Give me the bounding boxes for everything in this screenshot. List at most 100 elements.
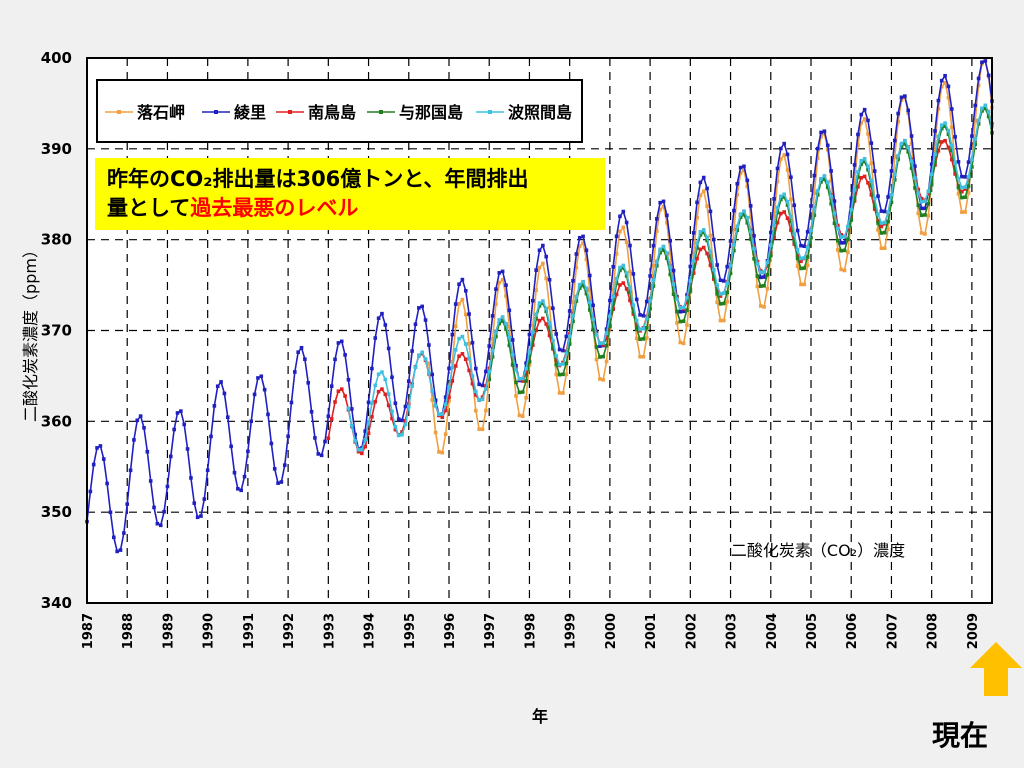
- data-point: [980, 60, 984, 64]
- callout-highlight: 過去最悪のレベル: [190, 196, 359, 220]
- data-point: [497, 318, 502, 322]
- data-point: [417, 306, 421, 310]
- data-point: [480, 383, 485, 388]
- data-point: [718, 294, 723, 298]
- data-point: [386, 346, 391, 351]
- x-tick-label: 1989: [161, 613, 176, 649]
- data-point: [551, 306, 555, 311]
- data-point: [718, 302, 723, 306]
- data-point: [738, 215, 743, 220]
- data-point: [423, 318, 428, 322]
- data-point: [373, 383, 378, 388]
- data-point: [685, 323, 689, 327]
- data-point: [852, 178, 857, 183]
- data-point: [896, 153, 900, 158]
- data-point: [544, 276, 549, 281]
- data-point: [836, 226, 840, 231]
- x-tick-label: 2001: [644, 613, 659, 649]
- data-point: [500, 277, 505, 282]
- x-tick-label: 1994: [363, 613, 378, 649]
- data-point: [725, 281, 730, 285]
- data-point: [376, 316, 381, 320]
- data-point: [899, 141, 904, 146]
- x-tick-label: 1999: [564, 613, 579, 649]
- data-point: [463, 342, 468, 346]
- data-point: [785, 168, 790, 172]
- data-point: [668, 265, 673, 269]
- data-point: [484, 408, 488, 413]
- data-point: [460, 334, 465, 339]
- data-point: [514, 380, 518, 385]
- data-point: [929, 172, 934, 177]
- data-point: [463, 288, 468, 293]
- data-point: [624, 240, 629, 245]
- data-point: [775, 179, 780, 184]
- data-point: [812, 207, 817, 212]
- data-point: [504, 321, 508, 326]
- data-point: [933, 129, 937, 133]
- data-point: [587, 273, 592, 278]
- data-point: [457, 354, 461, 358]
- data-point: [678, 306, 683, 310]
- data-point: [460, 352, 465, 356]
- data-point: [879, 246, 884, 251]
- data-point: [410, 349, 414, 353]
- data-point: [742, 164, 746, 169]
- data-point: [976, 118, 981, 123]
- data-point: [212, 404, 217, 408]
- data-point: [601, 354, 605, 359]
- data-point: [735, 181, 740, 186]
- data-point: [919, 206, 924, 211]
- data-point: [360, 451, 364, 456]
- data-point: [671, 282, 676, 286]
- data-point: [222, 391, 227, 396]
- data-point: [872, 169, 877, 173]
- data-point: [983, 59, 988, 63]
- data-point: [762, 270, 766, 274]
- data-point: [373, 336, 378, 340]
- data-point: [695, 215, 699, 220]
- data-point: [447, 395, 451, 400]
- data-point: [443, 395, 448, 399]
- data-point: [735, 224, 740, 229]
- legend-marker: [379, 110, 383, 114]
- data-point: [530, 337, 535, 341]
- data-point: [490, 336, 495, 341]
- data-point: [463, 357, 468, 362]
- data-point: [732, 227, 736, 232]
- data-point: [299, 345, 304, 350]
- data-point: [735, 192, 740, 197]
- data-point: [494, 287, 498, 291]
- data-point: [966, 160, 971, 164]
- data-point: [621, 266, 626, 270]
- data-point: [849, 207, 854, 212]
- data-point: [544, 306, 549, 311]
- data-point: [427, 343, 431, 347]
- data-point: [772, 231, 776, 235]
- data-point: [601, 378, 605, 382]
- data-point: [490, 314, 495, 318]
- data-point: [742, 209, 746, 213]
- data-point: [386, 392, 391, 396]
- data-point: [722, 279, 726, 283]
- y-tick-label: 390: [41, 140, 72, 158]
- data-point: [467, 342, 471, 346]
- data-point: [427, 371, 431, 375]
- data-point: [598, 341, 602, 346]
- data-point: [762, 275, 766, 279]
- data-point: [949, 107, 954, 111]
- data-point: [591, 303, 595, 308]
- data-point: [353, 432, 357, 437]
- data-point: [846, 227, 850, 232]
- data-point: [403, 404, 408, 409]
- data-point: [748, 237, 753, 241]
- data-point: [839, 232, 843, 237]
- data-point: [400, 432, 404, 437]
- data-point: [487, 377, 492, 382]
- data-point: [973, 103, 978, 108]
- data-point: [752, 246, 756, 251]
- data-point: [755, 284, 760, 289]
- data-point: [705, 186, 709, 191]
- data-point: [530, 343, 535, 347]
- data-point: [128, 468, 133, 473]
